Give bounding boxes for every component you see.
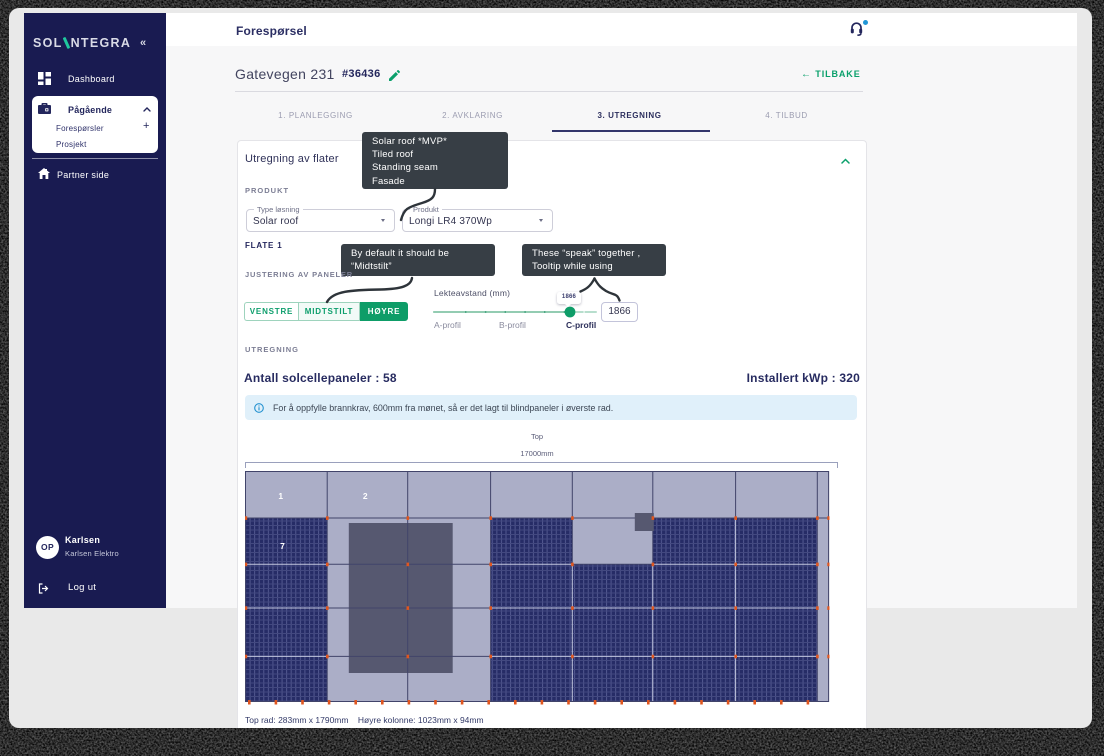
svg-text:1: 1 (278, 491, 283, 501)
svg-text:7: 7 (280, 541, 285, 551)
svg-text:2: 2 (363, 491, 368, 501)
